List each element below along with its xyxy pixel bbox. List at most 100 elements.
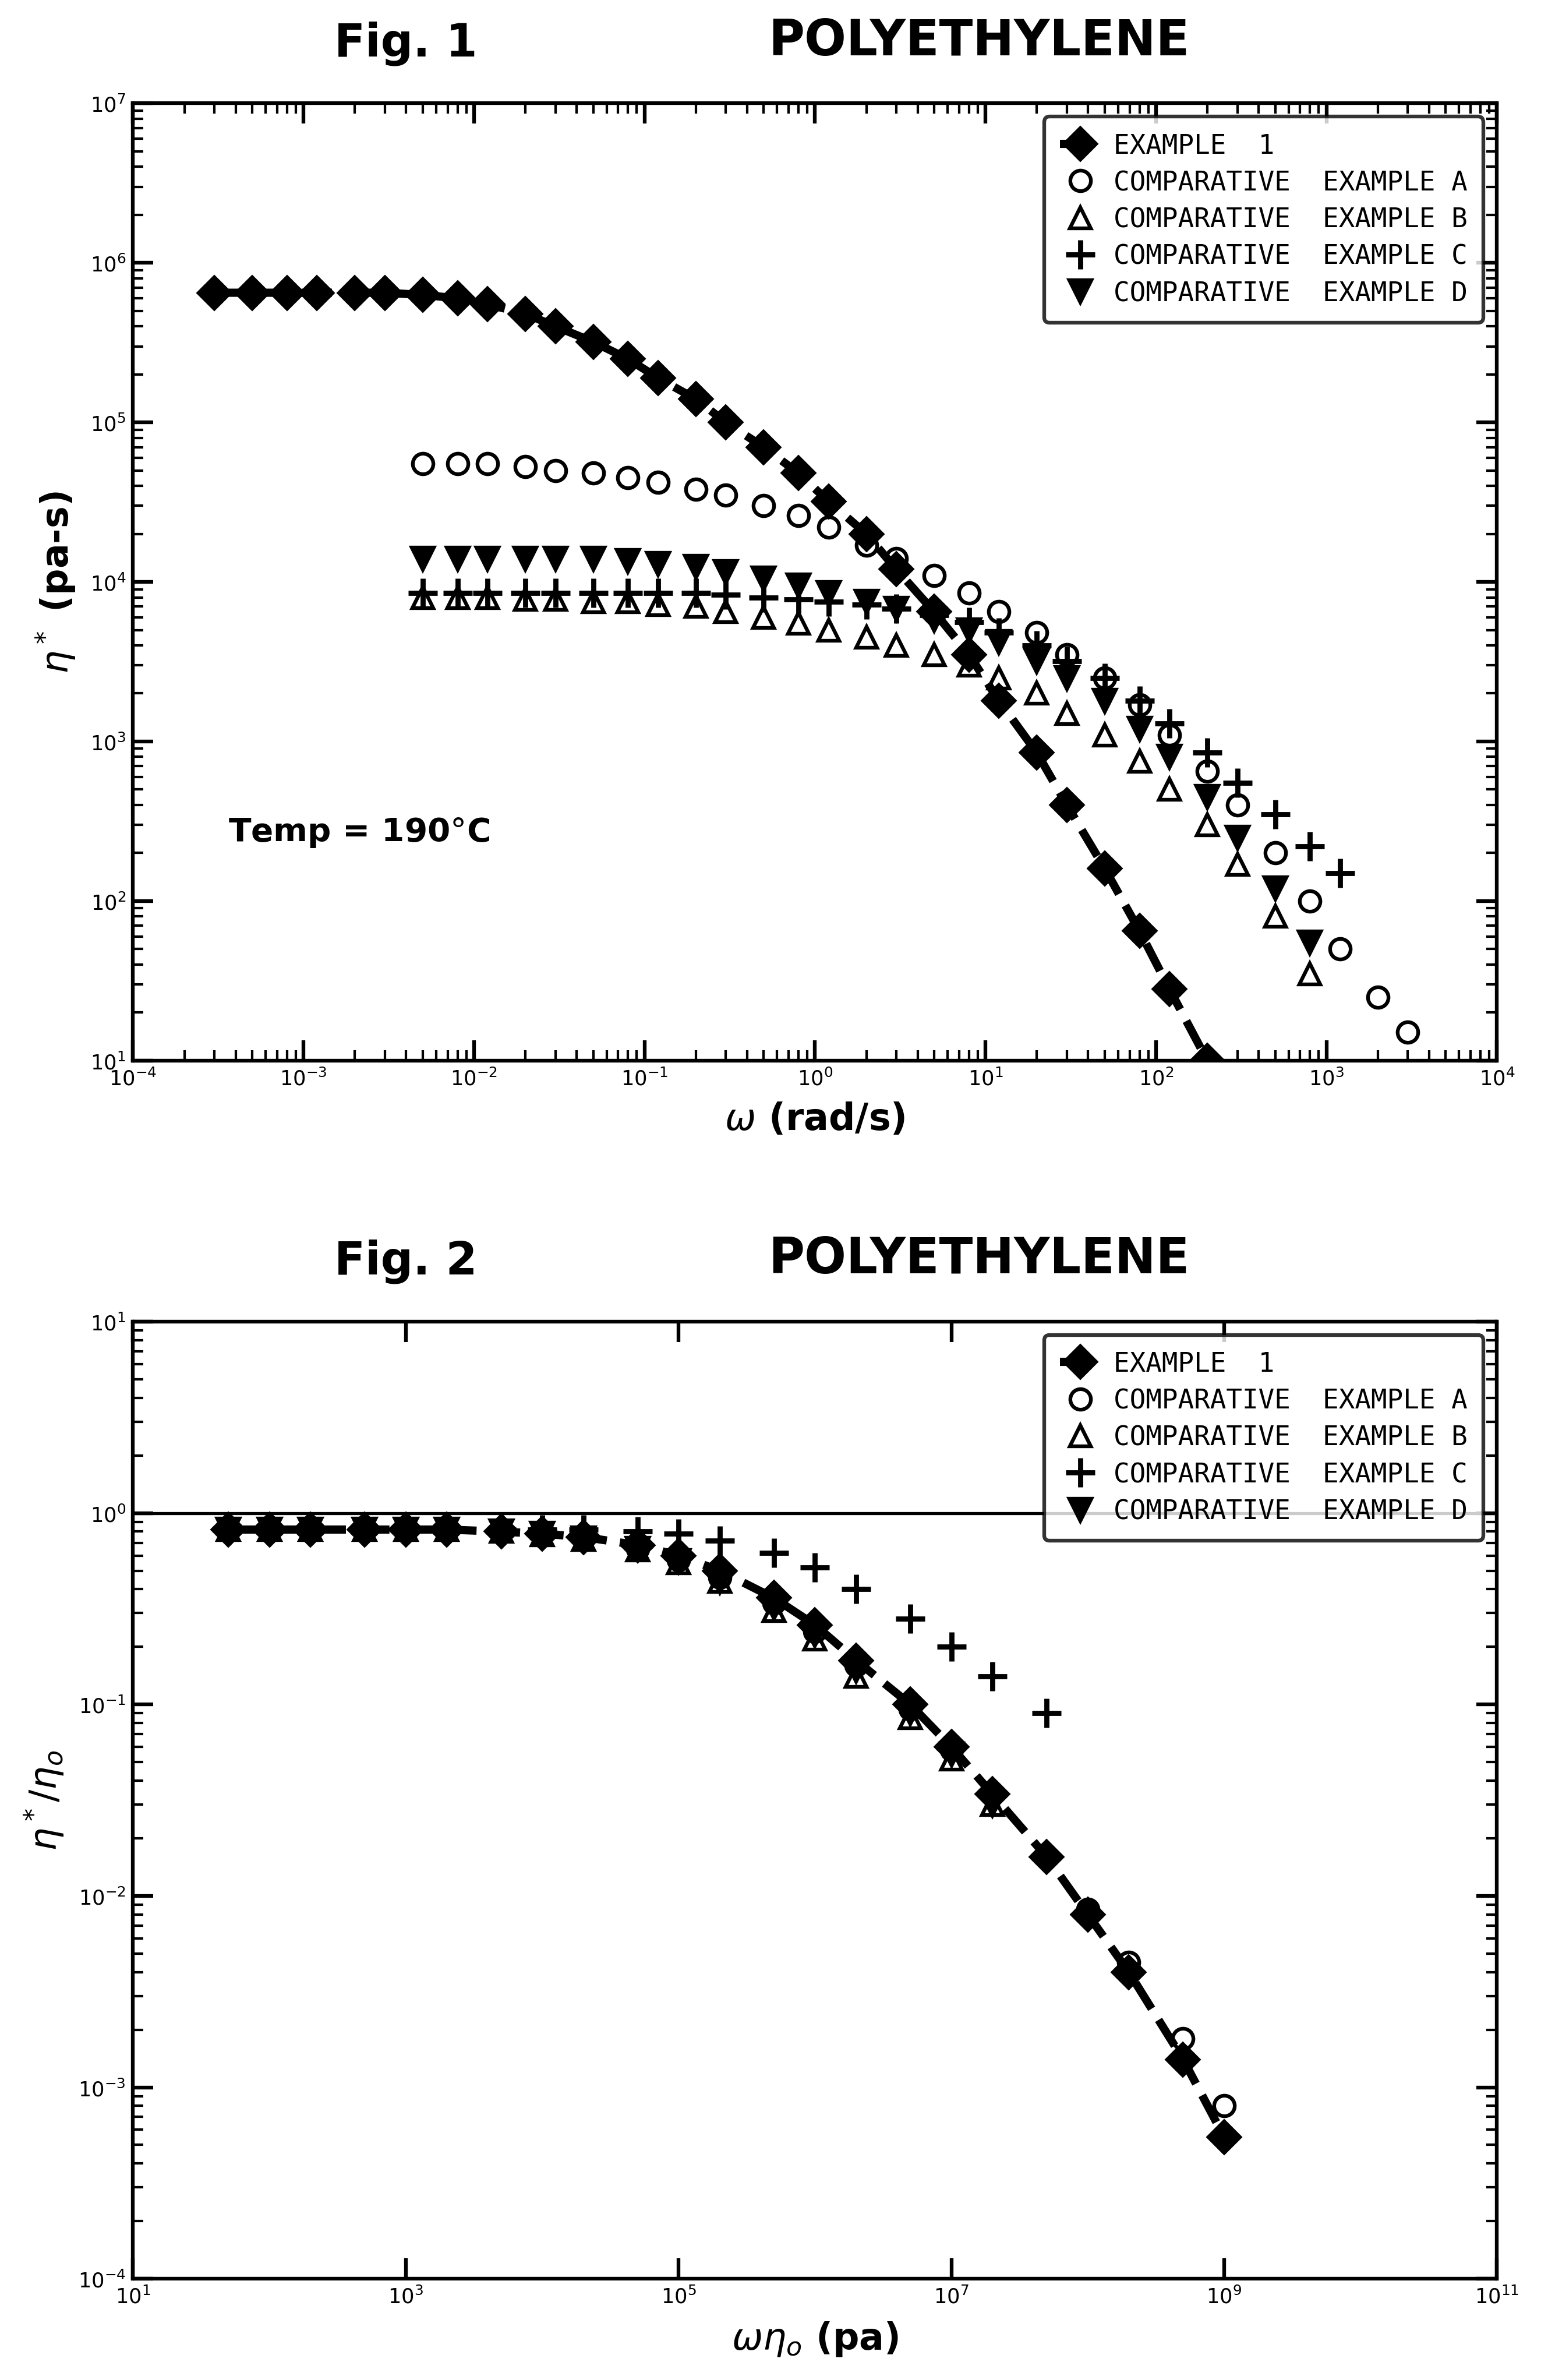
COMPARATIVE  EXAMPLE D: [396, 1516, 415, 1545]
COMPARATIVE  EXAMPLE B: [413, 583, 431, 612]
EXAMPLE  1: [1368, 1366, 1387, 1395]
COMPARATIVE  EXAMPLE C: [983, 1661, 1002, 1690]
COMPARATIVE  EXAMPLE A: [942, 1735, 960, 1764]
Line: COMPARATIVE  EXAMPLE B: COMPARATIVE EXAMPLE B: [413, 588, 1321, 985]
COMPARATIVE  EXAMPLE D: [846, 1656, 865, 1685]
COMPARATIVE  EXAMPLE A: [219, 1516, 237, 1545]
COMPARATIVE  EXAMPLE B: [960, 652, 979, 681]
EXAMPLE  1: [717, 409, 735, 438]
COMPARATIVE  EXAMPLE A: [754, 493, 772, 521]
COMPARATIVE  EXAMPLE D: [516, 545, 535, 574]
COMPARATIVE  EXAMPLE A: [1096, 664, 1114, 693]
COMPARATIVE  EXAMPLE D: [989, 628, 1008, 657]
EXAMPLE  1: [789, 459, 807, 488]
COMPARATIVE  EXAMPLE A: [629, 1535, 647, 1564]
Text: Fig. 2: Fig. 2: [334, 1240, 478, 1283]
COMPARATIVE  EXAMPLE D: [888, 595, 906, 624]
EXAMPLE  1: [1265, 1178, 1284, 1207]
COMPARATIVE  EXAMPLE B: [1197, 812, 1216, 840]
COMPARATIVE  EXAMPLE B: [618, 588, 636, 616]
EXAMPLE  1: [205, 278, 223, 307]
COMPARATIVE  EXAMPLE C: [618, 578, 636, 607]
COMPARATIVE  EXAMPLE B: [901, 1704, 920, 1733]
COMPARATIVE  EXAMPLE D: [219, 1516, 237, 1545]
COMPARATIVE  EXAMPLE D: [1197, 783, 1216, 812]
COMPARATIVE  EXAMPLE A: [1119, 1949, 1137, 1978]
Line: COMPARATIVE  EXAMPLE A: COMPARATIVE EXAMPLE A: [219, 1518, 1234, 2116]
EXAMPLE  1: [1398, 1428, 1416, 1457]
COMPARATIVE  EXAMPLE C: [396, 1516, 415, 1545]
COMPARATIVE  EXAMPLE C: [300, 1516, 319, 1545]
COMPARATIVE  EXAMPLE C: [516, 578, 535, 607]
COMPARATIVE  EXAMPLE D: [1096, 688, 1114, 716]
Y-axis label: $\eta^*/\eta_o$: $\eta^*/\eta_o$: [22, 1749, 66, 1852]
COMPARATIVE  EXAMPLE A: [1301, 888, 1319, 916]
COMPARATIVE  EXAMPLE C: [492, 1516, 510, 1545]
COMPARATIVE  EXAMPLE C: [1130, 688, 1148, 716]
COMPARATIVE  EXAMPLE A: [789, 502, 807, 531]
COMPARATIVE  EXAMPLE D: [1301, 928, 1319, 957]
COMPARATIVE  EXAMPLE D: [764, 1595, 783, 1623]
COMPARATIVE  EXAMPLE D: [438, 1516, 456, 1545]
EXAMPLE  1: [516, 300, 535, 328]
COMPARATIVE  EXAMPLE A: [1228, 790, 1247, 819]
COMPARATIVE  EXAMPLE A: [492, 1518, 510, 1547]
Line: EXAMPLE  1: EXAMPLE 1: [217, 1518, 1236, 2149]
EXAMPLE  1: [1174, 2044, 1193, 2073]
COMPARATIVE  EXAMPLE B: [516, 585, 535, 614]
COMPARATIVE  EXAMPLE C: [1057, 647, 1076, 676]
COMPARATIVE  EXAMPLE B: [396, 1516, 415, 1545]
COMPARATIVE  EXAMPLE D: [942, 1740, 960, 1768]
EXAMPLE  1: [901, 1690, 920, 1718]
EXAMPLE  1: [806, 1611, 824, 1640]
COMPARATIVE  EXAMPLE B: [260, 1516, 279, 1545]
COMPARATIVE  EXAMPLE A: [356, 1516, 374, 1545]
COMPARATIVE  EXAMPLE D: [960, 616, 979, 645]
EXAMPLE  1: [1096, 854, 1114, 883]
COMPARATIVE  EXAMPLE C: [789, 585, 807, 614]
COMPARATIVE  EXAMPLE A: [989, 597, 1008, 626]
EXAMPLE  1: [492, 1518, 510, 1547]
COMPARATIVE  EXAMPLE A: [1214, 2092, 1233, 2121]
EXAMPLE  1: [345, 278, 364, 307]
EXAMPLE  1: [260, 1516, 279, 1545]
COMPARATIVE  EXAMPLE B: [925, 640, 943, 669]
COMPARATIVE  EXAMPLE C: [1330, 859, 1348, 888]
COMPARATIVE  EXAMPLE B: [846, 1661, 865, 1690]
COMPARATIVE  EXAMPLE D: [584, 545, 603, 574]
COMPARATIVE  EXAMPLE D: [1265, 873, 1284, 902]
COMPARATIVE  EXAMPLE B: [888, 631, 906, 659]
COMPARATIVE  EXAMPLE C: [901, 1604, 920, 1633]
COMPARATIVE  EXAMPLE A: [573, 1523, 592, 1552]
EXAMPLE  1: [584, 328, 603, 357]
COMPARATIVE  EXAMPLE A: [260, 1516, 279, 1545]
COMPARATIVE  EXAMPLE D: [618, 547, 636, 576]
COMPARATIVE  EXAMPLE C: [629, 1518, 647, 1547]
EXAMPLE  1: [438, 1516, 456, 1545]
COMPARATIVE  EXAMPLE A: [1197, 757, 1216, 785]
COMPARATIVE  EXAMPLE B: [669, 1549, 687, 1578]
COMPARATIVE  EXAMPLE D: [1160, 743, 1179, 771]
COMPARATIVE  EXAMPLE A: [1265, 840, 1284, 869]
COMPARATIVE  EXAMPLE A: [1028, 619, 1046, 647]
COMPARATIVE  EXAMPLE C: [1228, 769, 1247, 797]
COMPARATIVE  EXAMPLE C: [573, 1516, 592, 1545]
COMPARATIVE  EXAMPLE B: [1160, 776, 1179, 804]
COMPARATIVE  EXAMPLE A: [533, 1518, 552, 1547]
COMPARATIVE  EXAMPLE C: [1301, 833, 1319, 862]
COMPARATIVE  EXAMPLE C: [846, 1576, 865, 1604]
COMPARATIVE  EXAMPLE D: [857, 588, 875, 616]
COMPARATIVE  EXAMPLE A: [846, 1652, 865, 1680]
EXAMPLE  1: [669, 1542, 687, 1571]
COMPARATIVE  EXAMPLE A: [888, 545, 906, 574]
COMPARATIVE  EXAMPLE B: [219, 1516, 237, 1545]
COMPARATIVE  EXAMPLE A: [960, 578, 979, 607]
X-axis label: $\omega\eta_o$ (pa): $\omega\eta_o$ (pa): [730, 2320, 898, 2359]
COMPARATIVE  EXAMPLE C: [448, 578, 467, 607]
COMPARATIVE  EXAMPLE D: [260, 1516, 279, 1545]
COMPARATIVE  EXAMPLE C: [764, 1540, 783, 1568]
COMPARATIVE  EXAMPLE C: [413, 578, 431, 607]
COMPARATIVE  EXAMPLE B: [710, 1566, 729, 1595]
COMPARATIVE  EXAMPLE B: [820, 616, 838, 645]
EXAMPLE  1: [1037, 1842, 1056, 1871]
